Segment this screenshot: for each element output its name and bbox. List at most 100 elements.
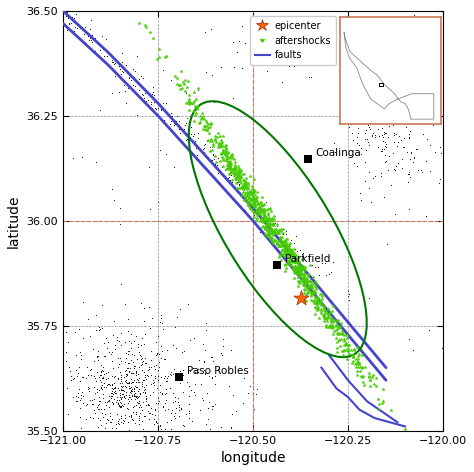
Point bbox=[282, 243, 290, 250]
Point bbox=[110, 373, 118, 380]
Point bbox=[118, 67, 126, 75]
Point bbox=[135, 374, 143, 382]
Point bbox=[270, 226, 278, 234]
Point bbox=[122, 378, 130, 385]
Point bbox=[117, 220, 124, 228]
Point bbox=[175, 413, 182, 420]
Point bbox=[218, 151, 225, 158]
Point bbox=[106, 403, 113, 410]
Point bbox=[350, 50, 358, 58]
Point bbox=[194, 105, 201, 112]
Point bbox=[291, 253, 299, 260]
Point bbox=[382, 157, 389, 164]
Point bbox=[148, 90, 156, 98]
Point bbox=[174, 398, 182, 405]
Point bbox=[226, 163, 233, 171]
Point bbox=[185, 107, 193, 114]
Point bbox=[195, 119, 202, 127]
Point bbox=[75, 325, 83, 332]
Point bbox=[378, 145, 386, 153]
Point bbox=[357, 150, 365, 157]
Point bbox=[134, 387, 141, 395]
Point bbox=[410, 154, 418, 161]
Point bbox=[141, 412, 148, 420]
Point bbox=[214, 154, 222, 161]
Point bbox=[336, 342, 344, 349]
Point bbox=[326, 270, 333, 278]
Point bbox=[176, 85, 183, 93]
Point bbox=[185, 414, 193, 422]
Point bbox=[251, 192, 259, 199]
Point bbox=[322, 321, 329, 329]
Point bbox=[285, 240, 293, 247]
Point bbox=[131, 382, 139, 389]
Point bbox=[239, 182, 246, 189]
Point bbox=[404, 170, 411, 177]
Point bbox=[231, 158, 238, 165]
Point bbox=[193, 104, 201, 111]
Point bbox=[268, 235, 275, 242]
Point bbox=[146, 409, 154, 416]
Point bbox=[261, 225, 269, 233]
Point bbox=[215, 365, 222, 373]
Point bbox=[103, 398, 110, 405]
Point bbox=[283, 252, 291, 259]
Point bbox=[82, 24, 89, 31]
Point bbox=[305, 253, 313, 261]
Point bbox=[290, 250, 297, 257]
Point bbox=[143, 397, 150, 405]
Point bbox=[96, 393, 103, 401]
Point bbox=[116, 205, 124, 212]
Point bbox=[182, 121, 189, 129]
Point bbox=[170, 366, 178, 373]
Point bbox=[319, 295, 326, 303]
Point bbox=[211, 137, 219, 144]
Point bbox=[355, 125, 362, 132]
Point bbox=[284, 257, 292, 264]
Point bbox=[76, 396, 84, 404]
Point bbox=[132, 410, 140, 417]
Point bbox=[109, 388, 116, 395]
Point bbox=[264, 216, 272, 224]
Point bbox=[431, 148, 438, 156]
Point bbox=[291, 270, 299, 277]
Point bbox=[118, 404, 125, 411]
Point bbox=[245, 389, 252, 396]
Point bbox=[371, 173, 379, 180]
Point bbox=[325, 313, 332, 320]
Point bbox=[353, 371, 361, 379]
Point bbox=[262, 206, 270, 214]
Point bbox=[145, 96, 152, 103]
Point bbox=[158, 115, 166, 122]
Point bbox=[419, 33, 427, 40]
Point bbox=[90, 346, 97, 353]
Point bbox=[267, 236, 274, 244]
Point bbox=[301, 263, 309, 270]
Point bbox=[209, 146, 216, 153]
Point bbox=[91, 409, 99, 417]
Point bbox=[132, 393, 139, 401]
Point bbox=[306, 281, 314, 288]
Point bbox=[247, 189, 255, 197]
Point bbox=[378, 147, 386, 154]
Point bbox=[102, 402, 109, 409]
Point bbox=[253, 207, 261, 214]
Point bbox=[321, 303, 328, 311]
Point bbox=[310, 281, 317, 288]
Point bbox=[251, 188, 258, 196]
Point bbox=[246, 172, 254, 180]
Point bbox=[257, 206, 264, 213]
Point bbox=[91, 389, 99, 396]
Point bbox=[376, 111, 384, 118]
Point bbox=[326, 321, 334, 329]
Point bbox=[303, 285, 311, 292]
Point bbox=[122, 384, 129, 391]
Point bbox=[194, 368, 202, 376]
Point bbox=[392, 108, 400, 115]
Point bbox=[153, 399, 160, 407]
Point bbox=[155, 397, 163, 405]
Point bbox=[255, 204, 263, 211]
Point bbox=[226, 153, 234, 161]
Point bbox=[311, 278, 319, 285]
Point bbox=[243, 185, 251, 193]
